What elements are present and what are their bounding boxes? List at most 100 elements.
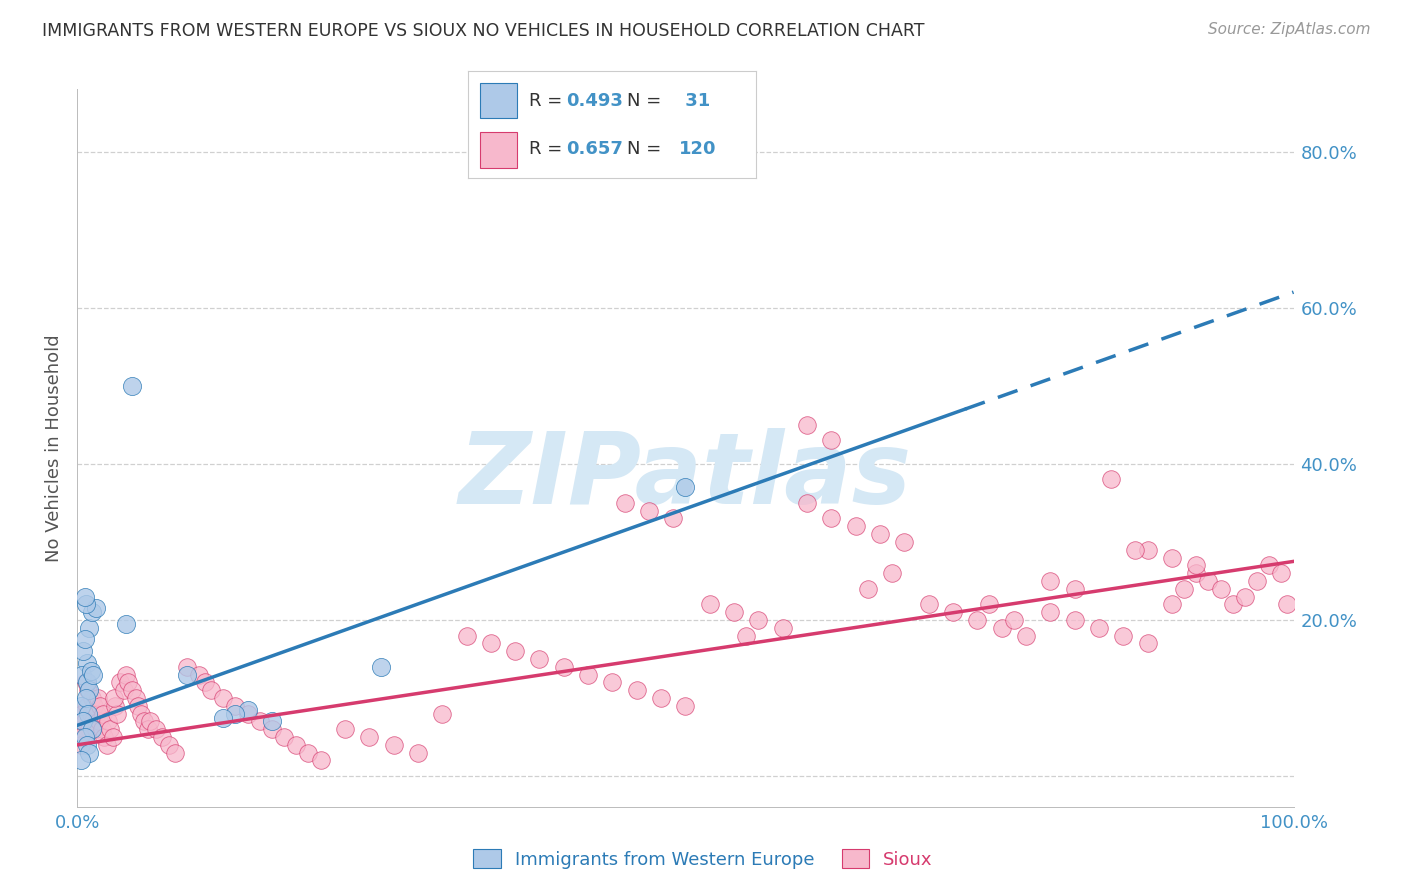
Point [73, 632, 96, 647]
Point [333, 723, 356, 737]
Point [101, 730, 124, 744]
Point [117, 675, 139, 690]
Text: 0.493: 0.493 [567, 92, 623, 110]
Point [966, 613, 988, 627]
Point [176, 660, 198, 674]
Point [90, 723, 112, 737]
Point [699, 598, 721, 612]
Point [96, 738, 118, 752]
Point [152, 730, 174, 744]
Point [638, 503, 661, 517]
Point [772, 621, 794, 635]
Point [134, 714, 156, 729]
Point [1136, 542, 1159, 557]
Legend: Immigrants from Western Europe, Sioux: Immigrants from Western Europe, Sioux [467, 842, 939, 876]
Point [576, 667, 599, 681]
Point [76, 738, 98, 752]
Point [125, 690, 148, 705]
Point [80, 706, 103, 721]
Point [1099, 473, 1122, 487]
Text: 0.657: 0.657 [567, 140, 623, 158]
Point [72, 730, 94, 744]
Point [80, 664, 103, 678]
Y-axis label: No Vehicles in Household: No Vehicles in Household [45, 334, 63, 562]
Point [456, 628, 478, 642]
Point [212, 690, 235, 705]
Point [406, 746, 429, 760]
Bar [479, 132, 517, 168]
Point [115, 616, 138, 631]
Point [224, 706, 246, 721]
Point [1161, 550, 1184, 565]
Point [212, 710, 235, 724]
Point [602, 675, 624, 690]
Point [73, 714, 96, 729]
Point [747, 613, 769, 627]
Point [86, 706, 108, 721]
Point [735, 628, 758, 642]
Point [72, 644, 94, 658]
Point [479, 636, 502, 650]
Point [76, 656, 98, 670]
Point [1185, 566, 1208, 581]
Point [79, 746, 101, 760]
Point [1125, 542, 1147, 557]
Point [70, 667, 93, 681]
Point [91, 706, 114, 721]
Text: N =: N = [627, 92, 666, 110]
Point [1063, 613, 1085, 627]
Point [76, 675, 98, 690]
Point [79, 621, 101, 635]
Point [1222, 598, 1244, 612]
Point [1197, 574, 1219, 588]
Point [70, 706, 93, 721]
Point [80, 690, 103, 705]
Point [553, 660, 575, 674]
Text: 120: 120 [679, 140, 716, 158]
Point [188, 667, 211, 681]
Point [87, 690, 110, 705]
Point [882, 566, 904, 581]
Point [1161, 598, 1184, 612]
Point [75, 690, 97, 705]
Point [1246, 574, 1268, 588]
Point [820, 434, 842, 448]
Point [503, 644, 526, 658]
Text: IMMIGRANTS FROM WESTERN EUROPE VS SIOUX NO VEHICLES IN HOUSEHOLD CORRELATION CHA: IMMIGRANTS FROM WESTERN EUROPE VS SIOUX … [42, 22, 925, 40]
Point [157, 738, 180, 752]
Point [108, 675, 131, 690]
Point [84, 601, 107, 615]
Point [69, 730, 91, 744]
Point [297, 746, 319, 760]
Point [73, 730, 96, 744]
Point [990, 621, 1012, 635]
Point [359, 730, 381, 744]
Point [79, 683, 101, 698]
Point [309, 753, 332, 767]
Point [224, 698, 246, 713]
Point [675, 698, 697, 713]
Point [236, 703, 259, 717]
Point [1112, 628, 1135, 642]
Point [84, 723, 107, 737]
Point [845, 519, 868, 533]
Text: Source: ZipAtlas.com: Source: ZipAtlas.com [1208, 22, 1371, 37]
Point [70, 753, 93, 767]
Point [129, 706, 152, 721]
Point [796, 496, 818, 510]
Point [942, 605, 965, 619]
Point [979, 598, 1001, 612]
Point [97, 714, 120, 729]
Point [89, 714, 111, 729]
Point [139, 714, 162, 729]
Point [1063, 582, 1085, 596]
Point [82, 714, 104, 729]
Point [127, 698, 149, 713]
Point [613, 496, 636, 510]
Point [382, 738, 405, 752]
Point [70, 698, 93, 713]
Point [1233, 590, 1256, 604]
Text: 31: 31 [679, 92, 710, 110]
Text: N =: N = [627, 140, 666, 158]
Point [93, 730, 115, 744]
